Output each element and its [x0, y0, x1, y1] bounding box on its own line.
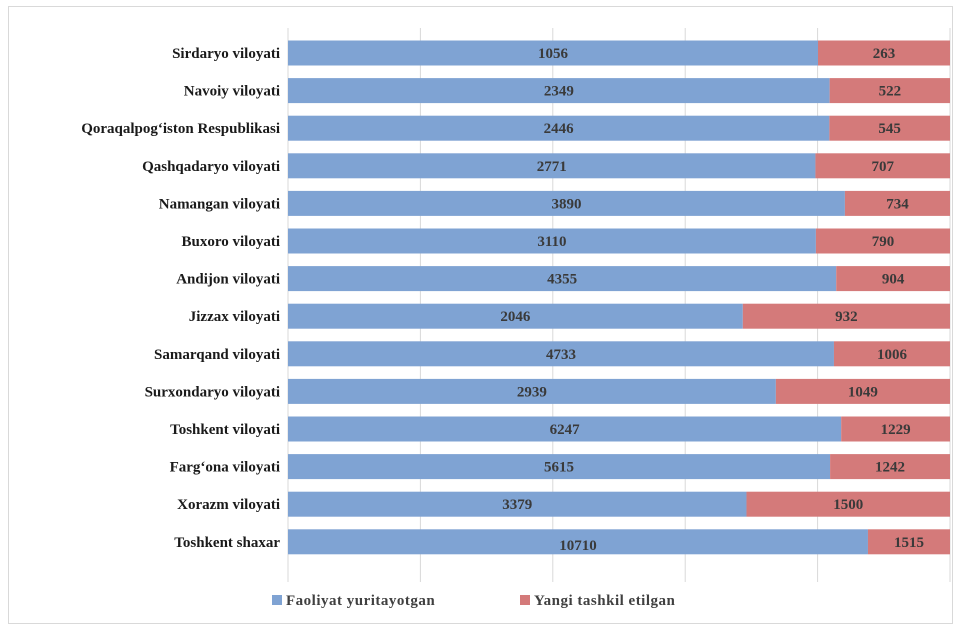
bar-yangi-namangan-viloyati: [844, 190, 950, 216]
category-label-toshkent-viloyati: Toshkent viloyati: [170, 422, 280, 438]
value-label-faoliyat-andijon-viloyati: 4355: [547, 272, 577, 288]
value-label-faoliyat-samarqand-viloyati: 4733: [546, 347, 576, 363]
value-label-faoliyat-surxondaryo-viloyati: 2939: [517, 384, 547, 400]
bar-faoliyat-namangan-viloyati: [288, 190, 845, 216]
value-label-yangi-sirdaryo-viloyati: 263: [873, 46, 896, 62]
value-label-faoliyat-farg-ona-viloyati: 5615: [544, 460, 574, 476]
bar-faoliyat-toshkent-shaxar: [288, 529, 868, 555]
value-label-yangi-surxondaryo-viloyati: 1049: [848, 384, 878, 400]
bar-yangi-qashqadaryo-viloyati: [815, 153, 950, 179]
legend-swatch-yangi: [520, 595, 530, 605]
bar-yangi-andijon-viloyati: [836, 266, 950, 292]
value-label-yangi-namangan-viloyati: 734: [886, 196, 909, 212]
value-label-faoliyat-buxoro-viloyati: 3110: [537, 234, 566, 250]
bar-yangi-toshkent-shaxar: [867, 529, 950, 555]
category-label-andijon-viloyati: Andijon viloyati: [176, 272, 280, 288]
category-label-namangan-viloyati: Namangan viloyati: [159, 196, 280, 212]
legend-label-yangi: Yangi tashkil etilgan: [534, 593, 676, 609]
bar-faoliyat-farg-ona-viloyati: [288, 454, 831, 480]
bar-yangi-surxondaryo-viloyati: [775, 378, 950, 404]
bar-yangi-jizzax-viloyati: [742, 303, 950, 329]
bar-faoliyat-jizzax-viloyati: [288, 303, 743, 329]
value-label-faoliyat-xorazm-viloyati: 3379: [502, 497, 532, 513]
bar-yangi-qoraqalpog-iston-respublikasi: [829, 115, 950, 141]
bar-faoliyat-qoraqalpog-iston-respublikasi: [288, 115, 830, 141]
category-label-sirdaryo-viloyati: Sirdaryo viloyati: [172, 46, 280, 62]
bar-yangi-navoiy-viloyati: [829, 78, 950, 104]
value-label-yangi-andijon-viloyati: 904: [882, 272, 905, 288]
bar-faoliyat-buxoro-viloyati: [288, 228, 816, 254]
value-label-faoliyat-toshkent-viloyati: 6247: [550, 422, 581, 438]
legend-label-faoliyat: Faoliyat yuritayotgan: [286, 593, 435, 609]
value-label-faoliyat-jizzax-viloyati: 2046: [500, 309, 531, 325]
value-label-faoliyat-namangan-viloyati: 3890: [551, 196, 581, 212]
bar-yangi-farg-ona-viloyati: [830, 454, 950, 480]
value-label-yangi-xorazm-viloyati: 1500: [833, 497, 863, 513]
bar-faoliyat-andijon-viloyati: [288, 266, 837, 292]
bar-faoliyat-navoiy-viloyati: [288, 78, 830, 104]
bar-yangi-sirdaryo-viloyati: [818, 40, 950, 66]
value-label-yangi-toshkent-shaxar: 1515: [894, 535, 924, 551]
category-label-qoraqalpog-iston-respublikasi: Qoraqalpog‘iston Respublikasi: [81, 121, 280, 137]
bar-yangi-toshkent-viloyati: [841, 416, 950, 442]
value-label-faoliyat-toshkent-shaxar: 10710: [559, 538, 597, 554]
value-label-yangi-toshkent-viloyati: 1229: [881, 422, 911, 438]
bar-faoliyat-qashqadaryo-viloyati: [288, 153, 816, 179]
value-label-yangi-jizzax-viloyati: 932: [835, 309, 858, 325]
bar-faoliyat-xorazm-viloyati: [288, 491, 747, 517]
value-label-yangi-qoraqalpog-iston-respublikasi: 545: [878, 121, 901, 137]
bar-yangi-samarqand-viloyati: [833, 341, 950, 367]
bar-yangi-buxoro-viloyati: [815, 228, 950, 254]
value-label-faoliyat-qashqadaryo-viloyati: 2771: [537, 159, 567, 175]
bar-yangi-xorazm-viloyati: [746, 491, 950, 517]
value-label-yangi-qashqadaryo-viloyati: 707: [871, 159, 894, 175]
category-label-toshkent-shaxar: Toshkent shaxar: [174, 535, 280, 551]
category-label-navoiy-viloyati: Navoiy viloyati: [184, 84, 280, 100]
category-label-farg-ona-viloyati: Farg‘ona viloyati: [170, 460, 280, 476]
value-label-yangi-navoiy-viloyati: 522: [879, 84, 902, 100]
category-label-xorazm-viloyati: Xorazm viloyati: [177, 497, 280, 513]
legend-swatch-faoliyat: [272, 595, 282, 605]
category-label-qashqadaryo-viloyati: Qashqadaryo viloyati: [142, 159, 280, 175]
bar-faoliyat-sirdaryo-viloyati: [288, 40, 819, 66]
value-label-yangi-samarqand-viloyati: 1006: [877, 347, 908, 363]
bar-faoliyat-samarqand-viloyati: [288, 341, 834, 367]
category-label-jizzax-viloyati: Jizzax viloyati: [189, 309, 280, 325]
value-label-faoliyat-navoiy-viloyati: 2349: [544, 84, 574, 100]
bar-faoliyat-toshkent-viloyati: [288, 416, 842, 442]
bar-faoliyat-surxondaryo-viloyati: [288, 378, 776, 404]
category-label-buxoro-viloyati: Buxoro viloyati: [182, 234, 280, 250]
value-label-faoliyat-sirdaryo-viloyati: 1056: [538, 46, 569, 62]
category-label-samarqand-viloyati: Samarqand viloyati: [154, 347, 280, 363]
value-label-faoliyat-qoraqalpog-iston-respublikasi: 2446: [544, 121, 575, 137]
value-label-yangi-farg-ona-viloyati: 1242: [875, 460, 905, 476]
value-label-yangi-buxoro-viloyati: 790: [872, 234, 895, 250]
category-label-surxondaryo-viloyati: Surxondaryo viloyati: [145, 384, 280, 400]
